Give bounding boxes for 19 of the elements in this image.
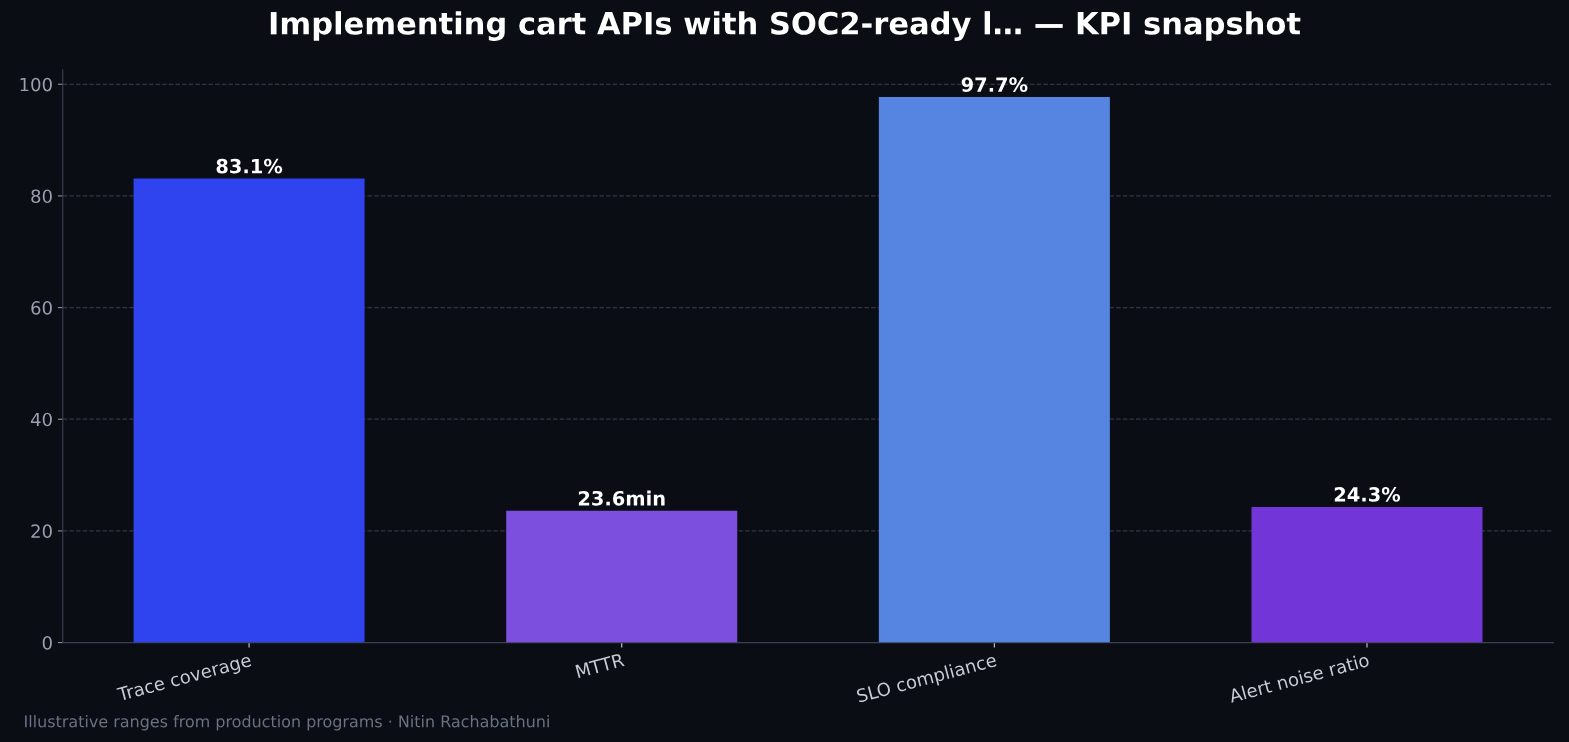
y-tick-label: 80 <box>31 189 52 204</box>
y-tick-label: 20 <box>31 524 52 539</box>
bar <box>133 178 365 643</box>
data-label: 24.3% <box>1334 487 1401 502</box>
x-tick-label: Alert noise ratio <box>1227 652 1370 704</box>
y-tick-label: 0 <box>42 636 52 650</box>
chart-title: Implementing cart APIs with SOC2-ready l… — KPI snapshot <box>270 11 1301 41</box>
x-tick-label: Trace coverage <box>116 653 253 705</box>
y-tick-label: 60 <box>31 301 52 315</box>
bar <box>878 97 1110 643</box>
bar <box>1251 506 1483 643</box>
y-tick-label: 100 <box>20 77 52 92</box>
bar <box>506 510 738 643</box>
y-tick-label: 40 <box>30 412 52 427</box>
data-label: 23.6min <box>578 490 665 506</box>
x-tick-label: MTTR <box>575 652 625 678</box>
text: Illustrative ranges from production programs · Nitin Rachabathuni <box>25 715 549 731</box>
data-label: 97.7% <box>961 77 1028 92</box>
data-label: 83.1% <box>216 158 283 174</box>
